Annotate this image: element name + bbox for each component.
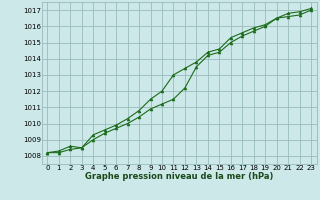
X-axis label: Graphe pression niveau de la mer (hPa): Graphe pression niveau de la mer (hPa) <box>85 172 273 181</box>
